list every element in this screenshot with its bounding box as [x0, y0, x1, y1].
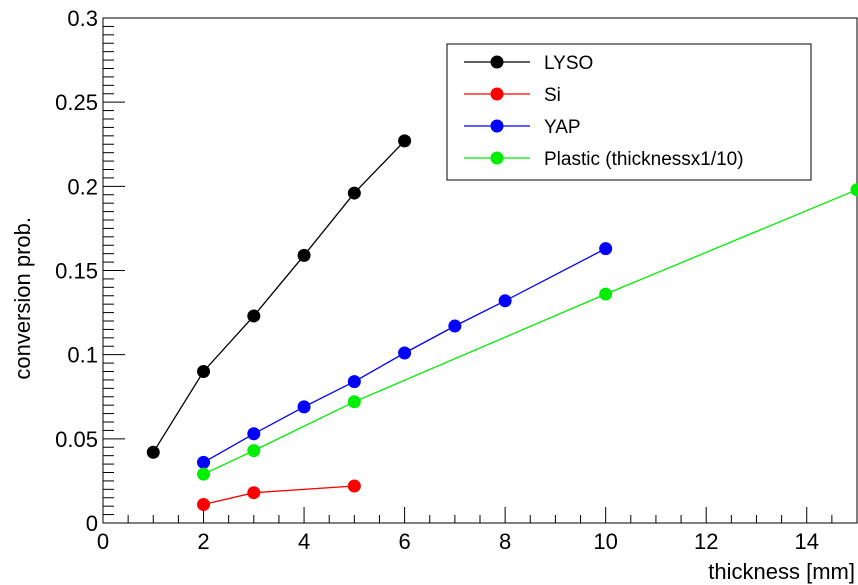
data-point — [348, 395, 361, 408]
x-axis-title: thickness [mm] — [708, 559, 855, 584]
data-point — [247, 427, 260, 440]
data-point — [398, 346, 411, 359]
data-point — [247, 444, 260, 457]
x-tick-label: 14 — [794, 529, 818, 554]
data-point — [197, 456, 210, 469]
series-plastic — [197, 183, 858, 480]
legend-marker — [491, 152, 504, 165]
data-point — [247, 309, 260, 322]
data-point — [197, 498, 210, 511]
x-tick-label: 4 — [298, 529, 310, 554]
series-line — [153, 141, 404, 452]
data-point — [298, 400, 311, 413]
data-point — [348, 187, 361, 200]
series-si — [197, 479, 361, 511]
data-point — [147, 446, 160, 459]
data-point — [197, 468, 210, 481]
y-tick-label: 0.15 — [55, 259, 98, 284]
x-tick-label: 10 — [593, 529, 617, 554]
series-line — [204, 486, 355, 505]
y-tick-label: 0.1 — [67, 343, 98, 368]
data-point — [448, 320, 461, 333]
data-point — [599, 288, 612, 301]
legend-label: LYSO — [544, 53, 593, 74]
legend: LYSO Si YAP Plastic (thicknessx1/10) — [447, 44, 811, 180]
y-axis-title: conversion prob. — [10, 217, 35, 380]
series-line — [204, 190, 858, 475]
data-point — [348, 375, 361, 388]
legend-label: Plastic (thicknessx1/10) — [544, 149, 744, 170]
legend-label: YAP — [544, 117, 581, 138]
x-axis-ticks: 0 2 4 6 8 10 12 14 — [97, 507, 857, 554]
series-layer — [147, 134, 858, 511]
x-tick-label: 6 — [398, 529, 410, 554]
x-tick-label: 0 — [97, 529, 109, 554]
data-point — [599, 242, 612, 255]
legend-marker — [491, 120, 504, 133]
data-point — [499, 294, 512, 307]
x-tick-label: 2 — [197, 529, 209, 554]
y-axis-ticks: 0 0.05 0.1 0.15 0.2 0.25 0.3 — [55, 6, 125, 536]
series-yap — [197, 242, 612, 469]
data-point — [348, 479, 361, 492]
series-lyso — [147, 134, 411, 458]
y-tick-label: 0.25 — [55, 90, 98, 115]
y-tick-label: 0.2 — [67, 174, 98, 199]
data-point — [398, 134, 411, 147]
legend-label: Si — [544, 85, 561, 106]
legend-marker — [491, 56, 504, 69]
y-tick-label: 0.05 — [55, 427, 98, 452]
data-point — [298, 249, 311, 262]
data-point — [197, 365, 210, 378]
data-point — [851, 183, 858, 196]
y-tick-label: 0 — [86, 511, 98, 536]
x-tick-label: 8 — [499, 529, 511, 554]
y-tick-label: 0.3 — [67, 6, 98, 31]
legend-marker — [491, 88, 504, 101]
x-tick-label: 12 — [694, 529, 718, 554]
data-point — [247, 486, 260, 499]
